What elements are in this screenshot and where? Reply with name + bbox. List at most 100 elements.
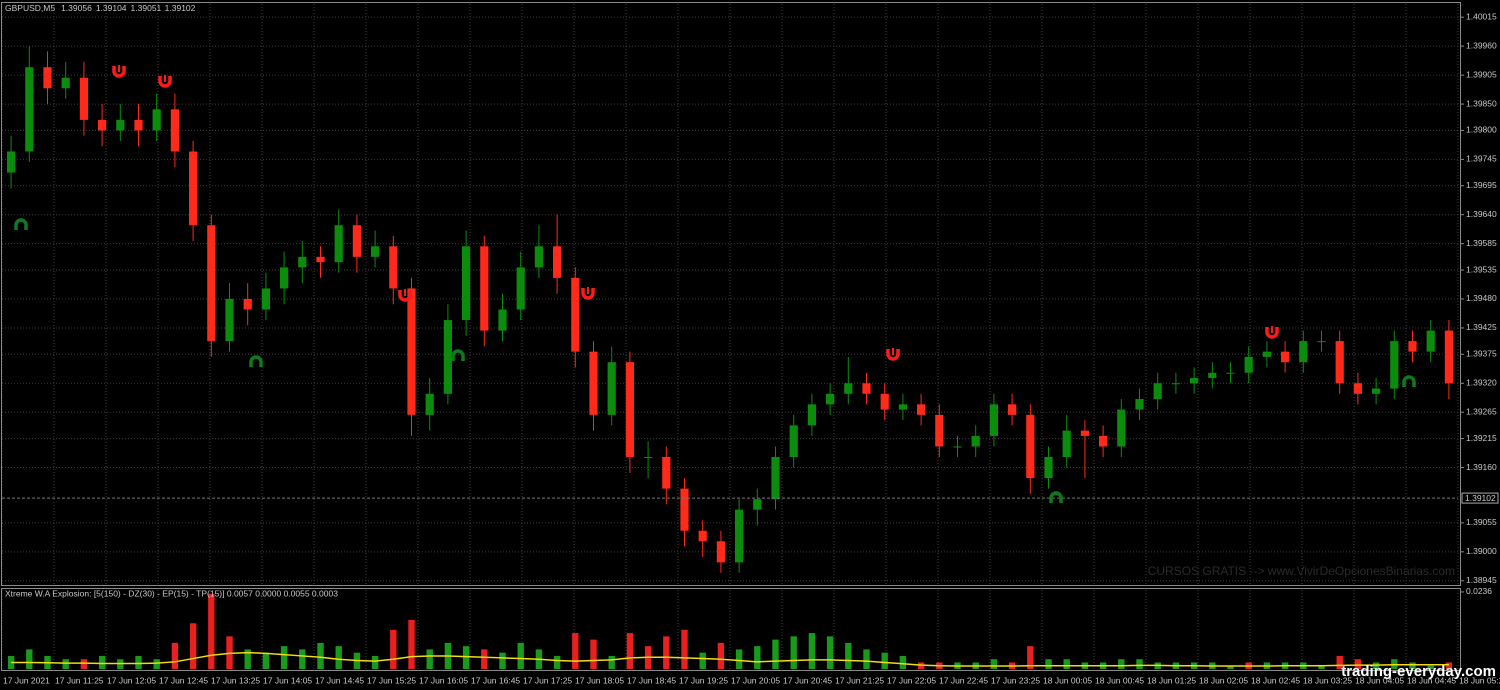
candle-body [462, 246, 471, 321]
indicator-bar [1118, 659, 1125, 669]
candle-body [7, 151, 16, 173]
indicator-bar [717, 642, 725, 669]
indicator-bar [808, 633, 816, 669]
y-tick-label: 1.39375 [1466, 349, 1497, 359]
candle-body [1171, 383, 1180, 385]
candle-body [443, 320, 452, 394]
indicator-bar [299, 649, 306, 669]
indicator-bar [681, 629, 688, 669]
candle-body [607, 362, 616, 415]
indicator-bar [735, 649, 743, 669]
x-tick-label: 17 Jun 14:05 [263, 675, 312, 685]
candle-body [152, 109, 161, 131]
indicator-bar [280, 646, 288, 669]
signal-arrows [14, 65, 1416, 503]
indicator-bar [171, 642, 179, 669]
indicator-bar [317, 642, 324, 669]
indicator-bar [772, 639, 779, 669]
candle-body [644, 457, 653, 459]
candle-body [1299, 341, 1308, 363]
indicator-bar [1409, 662, 1416, 669]
indicator-bar [153, 659, 160, 669]
candle-body [898, 404, 907, 410]
candle-body [1444, 330, 1453, 384]
indicator-bar [244, 649, 251, 669]
candle-body [807, 404, 816, 426]
y-tick-label: 1.39850 [1466, 98, 1497, 108]
candle-body [79, 77, 88, 120]
x-tick-label: 17 Jun 19:25 [679, 675, 728, 685]
candle-body [25, 67, 34, 152]
x-tick-label: 17 Jun 15:25 [367, 675, 416, 685]
x-tick-label: 17 Jun 23:25 [991, 675, 1040, 685]
candle-body [571, 277, 580, 352]
indicator-bar [590, 639, 597, 669]
y-tick-label: 1.39585 [1466, 238, 1497, 248]
indicator-bar [98, 655, 106, 669]
low-quote: 1.39051 [131, 3, 162, 13]
candle-body [1080, 430, 1089, 436]
candle-body [662, 457, 671, 489]
close-quote: 1.39102 [165, 3, 196, 13]
watermark: CURSOS GRATIS --> www.VivirDeOpcionesBin… [1148, 564, 1455, 578]
x-tick-label: 18 Jun 02:45 [1251, 675, 1300, 685]
candle-body [1244, 356, 1253, 373]
candle-body [1190, 377, 1199, 384]
symbol-header: GBPUSD,M5 1.39056 1.39104 1.39051 1.39102 [5, 3, 196, 13]
sell-signal [158, 75, 172, 88]
indicator-bar [626, 633, 634, 669]
indicator-bar [553, 655, 561, 669]
buy-signal [14, 218, 28, 230]
indicator-line [11, 651, 1449, 667]
candle-body [771, 457, 780, 500]
indicator-bar [608, 655, 615, 669]
candle-body [989, 404, 998, 436]
price-label: 1.39102 [1465, 493, 1496, 503]
y-tick-label: 0.0236 [1466, 586, 1492, 596]
y-tick-label: 1.39480 [1466, 293, 1497, 303]
candle-body [826, 393, 835, 405]
y-tick-label: 1.39000 [1466, 546, 1497, 556]
open-quote: 1.39056 [61, 3, 92, 13]
indicator-bar [371, 655, 379, 669]
candle-body [1390, 341, 1399, 389]
y-tick-label: 1.39215 [1466, 433, 1497, 443]
candle-body [43, 67, 52, 89]
candle-body [134, 119, 143, 131]
candle-body [334, 225, 343, 263]
indicator-bar [899, 655, 907, 669]
candle-body [61, 77, 70, 89]
candle-body [189, 151, 198, 226]
buy-signal [1049, 491, 1063, 503]
candle-body [1317, 341, 1326, 343]
buy-signal [451, 349, 465, 361]
candle-body [753, 499, 762, 510]
y-tick-label: 1.39695 [1466, 180, 1497, 190]
x-tick-label: 18 Jun 02:05 [1199, 675, 1248, 685]
x-tick-label: 17 Jun 12:05 [107, 675, 156, 685]
x-tick-label: 17 Jun 11:25 [55, 675, 104, 685]
candle-body [1262, 351, 1271, 357]
candle-body [1281, 351, 1290, 363]
indicator-bar [699, 652, 706, 669]
candle-body [116, 119, 125, 131]
candle-body [1117, 409, 1126, 447]
x-tick-label: 18 Jun 04:45 [1407, 675, 1456, 685]
indicator-bar [881, 652, 888, 669]
x-tick-label: 17 Jun 20:05 [731, 675, 780, 685]
y-tick-label: 1.39320 [1466, 378, 1497, 388]
indicator-bar [135, 655, 142, 669]
candle-body [1153, 383, 1162, 400]
candle-body [516, 267, 525, 310]
y-tick-label: 1.39745 [1466, 154, 1497, 164]
sell-signal [398, 289, 412, 302]
x-tick-label: 17 Jun 18:05 [575, 675, 624, 685]
candle-body [935, 414, 944, 447]
candle-body [1099, 435, 1108, 447]
candle-body [716, 541, 725, 563]
site-watermark: trading-everyday.com [1341, 663, 1496, 680]
candle-body [680, 488, 689, 531]
candle-body [261, 288, 270, 310]
